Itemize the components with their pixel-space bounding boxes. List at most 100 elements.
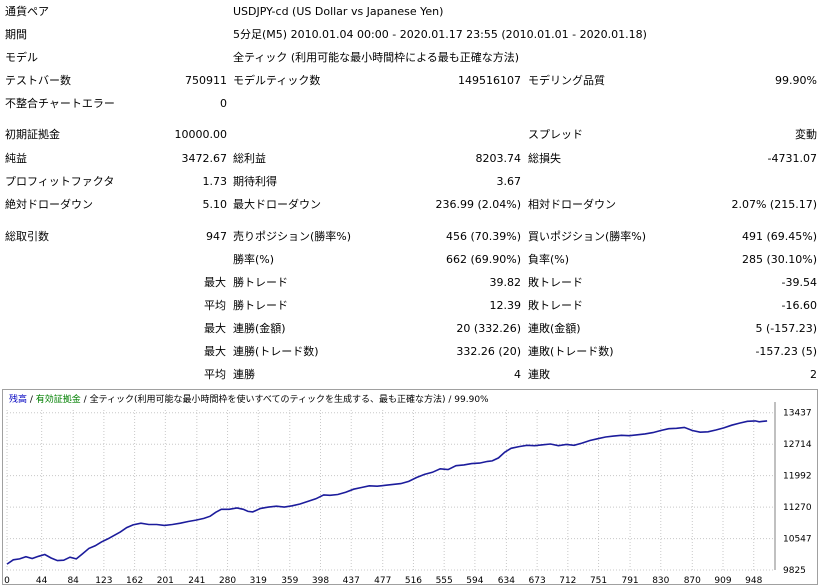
largest-profit-value: 39.82 xyxy=(489,276,522,289)
y-tick-label: 11270 xyxy=(783,503,812,513)
gross-loss-value: -4731.07 xyxy=(767,152,817,165)
average-profit-prefix: 平均 xyxy=(204,299,226,312)
initial-deposit-value: 10000.00 xyxy=(174,128,228,141)
profit-factor-value: 1.73 xyxy=(202,175,228,188)
chart-canvas: 13437 12714 11992 11270 10547 9825 0 44 84 123 162… xyxy=(4,402,812,584)
largest-profit-label: 勝トレード xyxy=(233,276,288,289)
maximal-drawdown-label: 最大ドローダウン xyxy=(233,198,321,211)
legend-model: 全ティック(利用可能な最小時間枠を使いすべてのティックを生成する、最も正確な方法… xyxy=(89,395,446,405)
avg-consecutive-wins-value: 4 xyxy=(514,368,521,381)
max-consecutive-loss-label: 連敗(トレード数) xyxy=(528,345,614,358)
modelling-quality-label: モデリング品質 xyxy=(528,74,605,87)
average-loss-label: 敗トレード xyxy=(528,299,583,312)
mismatched-errors-label: 不整合チャートエラー xyxy=(5,97,115,110)
maximal-drawdown-value: 236.99 (2.04%) xyxy=(435,198,521,211)
gross-loss-label: 総損失 xyxy=(528,152,561,165)
total-trades-label: 総取引数 xyxy=(5,230,49,243)
largest-profit-prefix: 最大 xyxy=(204,276,226,289)
average-profit-label: 勝トレード xyxy=(233,299,288,312)
y-tick-label: 12714 xyxy=(783,440,812,450)
x-tick-label: 123 xyxy=(95,576,112,584)
x-tick-label: 0 xyxy=(4,576,10,584)
x-tick-label: 319 xyxy=(250,576,267,584)
legend-separator: / xyxy=(445,395,455,405)
x-tick-label: 44 xyxy=(36,576,48,584)
x-tick-label: 909 xyxy=(714,576,731,584)
symbol-label: 通貨ペア xyxy=(5,5,49,18)
max-consecutive-profit-label: 連勝(トレード数) xyxy=(233,345,319,358)
largest-loss-value: -39.54 xyxy=(781,276,817,289)
largest-loss-label: 敗トレード xyxy=(528,276,583,289)
profit-factor-label: プロフィットファクタ xyxy=(5,175,115,188)
expected-payoff-label: 期待利得 xyxy=(233,175,277,188)
legend-separator: / xyxy=(27,395,36,405)
modelling-quality-value: 99.90% xyxy=(775,74,817,87)
x-tick-label: 162 xyxy=(126,576,143,584)
relative-drawdown-value: 2.07% (215.17) xyxy=(731,198,817,211)
chart-legend: 残高 / 有効証拠金 / 全ティック(利用可能な最小時間枠を使いすべてのティック… xyxy=(9,394,489,406)
average-loss-value: -16.60 xyxy=(781,299,817,312)
legend-equity: 有効証拠金 xyxy=(35,395,81,405)
x-tick-label: 477 xyxy=(374,576,391,584)
short-positions-label: 売りポジション(勝率%) xyxy=(233,230,352,243)
mismatched-errors-value: 0 xyxy=(220,97,227,110)
bars-tested-label: テストバー数 xyxy=(5,74,71,87)
long-positions-value: 491 (69.45%) xyxy=(741,230,817,243)
avg-consecutive-wins-label: 連勝 xyxy=(233,368,255,381)
absolute-drawdown-label: 絶対ドローダウン xyxy=(5,198,93,211)
expected-payoff-value: 3.67 xyxy=(496,175,522,188)
x-tick-label: 751 xyxy=(590,576,607,584)
loss-trades-label: 負率(%) xyxy=(528,253,570,266)
x-tick-label: 948 xyxy=(745,576,762,584)
total-trades-value: 947 xyxy=(206,230,227,243)
profit-trades-label: 勝率(%) xyxy=(233,253,275,266)
period-label: 期間 xyxy=(5,28,27,41)
legend-quality: 99.90% xyxy=(454,395,489,405)
long-positions-label: 買いポジション(勝率%) xyxy=(528,230,647,243)
net-profit-value: 3472.67 xyxy=(181,152,228,165)
spread-value: 変動 xyxy=(795,128,817,141)
gross-profit-value: 8203.74 xyxy=(475,152,522,165)
balance-line xyxy=(6,420,768,565)
x-tick-label: 830 xyxy=(652,576,669,584)
average-profit-value: 12.39 xyxy=(489,299,522,312)
x-tick-label: 201 xyxy=(157,576,174,584)
ticks-modelled-value: 149516107 xyxy=(458,74,521,87)
model-label: モデル xyxy=(5,51,38,64)
x-tick-label: 712 xyxy=(559,576,576,584)
legend-separator: / xyxy=(80,395,90,405)
max-consecutive-wins-label: 連勝(金額) xyxy=(233,322,286,335)
spread-label: スプレッド xyxy=(528,128,583,141)
bars-tested-value: 750911 xyxy=(185,74,227,87)
x-tick-label: 634 xyxy=(498,576,515,584)
x-tick-label: 241 xyxy=(188,576,205,584)
x-tick-label: 870 xyxy=(684,576,701,584)
absolute-drawdown-value: 5.10 xyxy=(202,198,228,211)
x-tick-label: 791 xyxy=(621,576,638,584)
avg-consecutive-losses-value: 2 xyxy=(810,368,817,381)
x-tick-label: 280 xyxy=(219,576,236,584)
initial-deposit-label: 初期証拠金 xyxy=(5,128,60,141)
loss-trades-value: 285 (30.10%) xyxy=(741,253,817,266)
x-tick-label: 516 xyxy=(405,576,422,584)
max-consecutive-losses-value: 5 (-157.23) xyxy=(755,322,817,335)
legend-balance: 残高 xyxy=(9,395,28,405)
period-value: 5分足(M5) 2010.01.04 00:00 - 2020.01.17 23… xyxy=(233,28,647,41)
net-profit-label: 純益 xyxy=(5,152,27,165)
x-tick-label: 359 xyxy=(281,576,298,584)
symbol-value: USDJPY-cd (US Dollar vs Japanese Yen) xyxy=(233,5,444,18)
x-tick-label: 555 xyxy=(436,576,453,584)
y-tick-label: 10547 xyxy=(783,535,812,545)
x-tick-label: 84 xyxy=(67,576,79,584)
x-tick-label: 673 xyxy=(529,576,546,584)
profit-trades-value: 662 (69.90%) xyxy=(445,253,521,266)
model-value: 全ティック (利用可能な最小時間枠による最も正確な方法) xyxy=(233,51,520,64)
max-consecutive-losses-label: 連敗(金額) xyxy=(528,322,581,335)
x-tick-label: 594 xyxy=(466,576,483,584)
max-consecutive-profit-prefix: 最大 xyxy=(204,345,226,358)
short-positions-value: 456 (70.39%) xyxy=(445,230,521,243)
x-tick-label: 437 xyxy=(343,576,360,584)
avg-consecutive-wins-prefix: 平均 xyxy=(204,368,226,381)
max-consecutive-loss-value: -157.23 (5) xyxy=(755,345,817,358)
max-consecutive-wins-prefix: 最大 xyxy=(204,322,226,335)
